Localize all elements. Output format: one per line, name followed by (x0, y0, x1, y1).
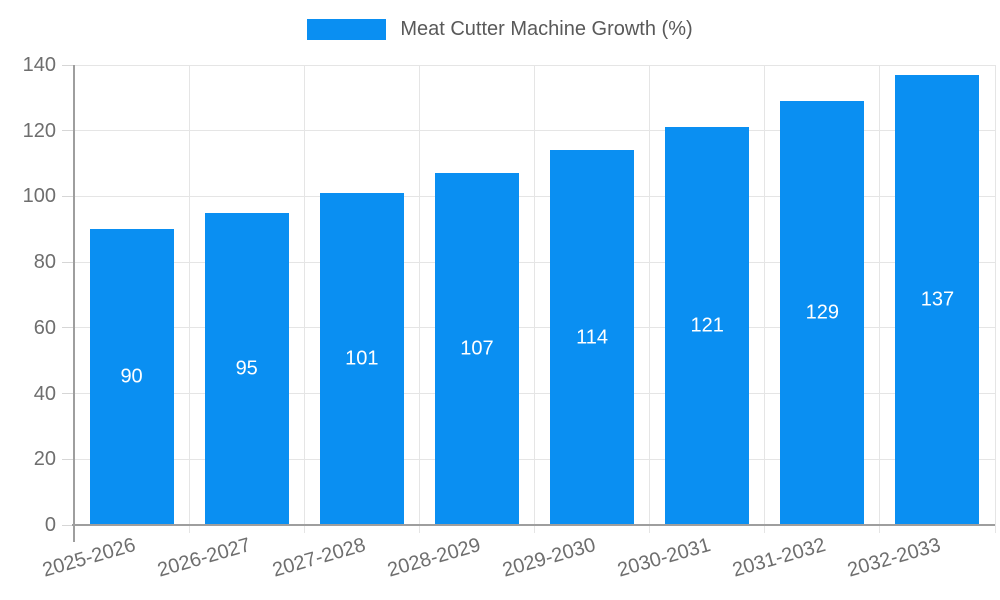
y-axis-line (72, 65, 75, 542)
y-tick-label: 140 (22, 54, 56, 76)
bar: 121 (665, 127, 750, 525)
y-tick-label: 60 (33, 316, 56, 339)
bar: 137 (895, 74, 980, 525)
y-tick-label: 20 (33, 448, 56, 471)
x-gridline (994, 65, 996, 533)
bar: 114 (550, 150, 635, 525)
bar-value-label: 101 (345, 347, 379, 370)
bar-value-label: 107 (460, 337, 494, 360)
x-tick-label: 2032-2033 (845, 534, 944, 582)
y-tick-label: 0 (44, 514, 56, 536)
y-tick-mark (62, 393, 74, 395)
x-tick-label: 2029-2030 (500, 534, 599, 582)
x-tick-label: 2026-2027 (154, 534, 253, 582)
y-tick-label: 120 (22, 119, 56, 142)
bar-value-label: 137 (920, 288, 955, 311)
y-tick-mark (62, 64, 74, 66)
x-gridline (879, 65, 881, 533)
y-tick-mark (62, 524, 74, 526)
y-tick-label: 100 (22, 185, 56, 208)
x-gridline (418, 65, 420, 533)
legend-item[interactable]: Meat Cutter Machine Growth (%) (307, 18, 693, 41)
bar-value-label: 121 (690, 314, 724, 337)
y-tick-mark (62, 130, 74, 132)
bar: 90 (89, 229, 174, 525)
x-tick-label: 2031-2032 (730, 534, 829, 582)
y-tick-mark (62, 458, 74, 460)
x-gridline (649, 65, 651, 533)
x-gridline (764, 65, 766, 533)
bar-value-label: 90 (120, 365, 143, 388)
x-gridline (188, 65, 190, 533)
legend-label: Meat Cutter Machine Growth (%) (400, 18, 693, 40)
x-tick-label: 2025-2026 (39, 534, 138, 582)
y-tick-mark (62, 327, 74, 329)
bar: 129 (780, 101, 865, 525)
bar: 101 (319, 193, 404, 525)
x-tick-label: 2030-2031 (615, 534, 714, 582)
bar-value-label: 114 (576, 326, 608, 349)
x-tick-label: 2027-2028 (269, 534, 368, 582)
legend-swatch (307, 19, 387, 40)
bar: 95 (204, 212, 289, 525)
chart-legend: Meat Cutter Machine Growth (%) (0, 18, 1000, 41)
bar-value-label: 95 (235, 357, 258, 380)
x-gridline (534, 65, 535, 533)
x-axis-line (72, 524, 995, 526)
y-tick-label: 80 (33, 251, 56, 274)
x-gridline (303, 65, 305, 533)
y-tick-mark (62, 195, 74, 197)
x-tick-label: 2028-2029 (384, 534, 484, 582)
bar-value-label: 129 (805, 301, 839, 324)
bar: 107 (434, 173, 519, 525)
y-tick-label: 40 (33, 382, 56, 405)
y-tick-mark (62, 261, 74, 263)
